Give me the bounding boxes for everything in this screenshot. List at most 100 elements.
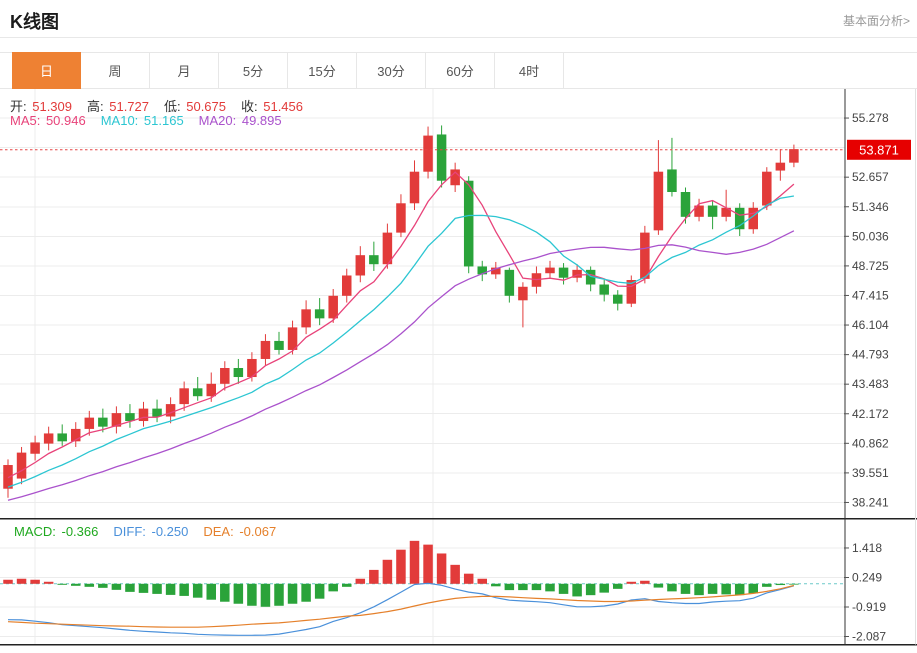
macd-bar-up xyxy=(16,578,27,584)
kline-chart[interactable]: 55.278 52.657 51.346 50.036 48.725 47.415 46.1… xyxy=(0,88,917,653)
candle-down xyxy=(585,269,596,285)
macd-bar-down xyxy=(152,583,162,594)
tab-60分[interactable]: 60分 xyxy=(426,52,495,89)
candle-down xyxy=(667,169,677,193)
macd-DIFF: DIFF: -0.250 xyxy=(113,524,189,539)
period-tabbar: 日周月 5分 15分 30分 60分 4时 xyxy=(0,52,917,89)
macd-bar-down xyxy=(57,583,67,585)
macd-bar-down xyxy=(545,583,555,592)
axis-tick-label: 50.036 xyxy=(852,229,889,243)
ohlc-低: 低: 50.675 xyxy=(164,99,226,114)
macd-bar-up xyxy=(477,578,487,584)
tab-30分[interactable]: 30分 xyxy=(357,52,426,89)
candle-down xyxy=(558,267,569,278)
macd-bar-down xyxy=(233,583,244,604)
ma-MA5: MA5: 50.946 xyxy=(10,113,86,128)
candle-up xyxy=(748,207,758,230)
macd-bar-down xyxy=(260,583,271,607)
candle-up xyxy=(111,413,122,427)
candle-down xyxy=(477,266,487,275)
candle-up xyxy=(84,417,95,429)
macd-bar-up xyxy=(626,581,637,584)
macd-bar-down xyxy=(558,583,569,594)
fundamental-analysis-link[interactable]: 基本面分析> xyxy=(842,14,910,28)
candle-down xyxy=(436,134,447,181)
tab-月[interactable]: 月 xyxy=(150,52,219,89)
macd-bar-down xyxy=(789,583,799,585)
candle-up xyxy=(396,203,406,233)
ma-MA20: MA20: 49.895 xyxy=(198,113,282,128)
macd-bar-down xyxy=(342,583,352,587)
axis-tick-label: -0.919 xyxy=(852,600,886,614)
macd-bar-down xyxy=(138,583,149,593)
axis-tick-label: 39.551 xyxy=(852,466,889,480)
tab-15分[interactable]: 15分 xyxy=(288,52,357,89)
macd-bar-down xyxy=(287,583,298,604)
macd-bar-down xyxy=(328,583,338,592)
tab-日[interactable]: 日 xyxy=(12,52,81,89)
dea-line xyxy=(7,584,795,628)
axis-tick-label: 43.483 xyxy=(852,377,889,391)
macd-bar-down xyxy=(125,583,135,592)
candle-up xyxy=(206,383,216,397)
macd-bar-down xyxy=(301,583,311,602)
candle-down xyxy=(57,433,67,442)
macd-bar-up xyxy=(382,559,393,584)
tab-5分[interactable]: 5分 xyxy=(219,52,288,89)
axis-tick-label: 47.415 xyxy=(852,288,889,302)
price-tag-value: 53.871 xyxy=(859,142,899,157)
macd-bar-down xyxy=(585,583,596,596)
tab-4时[interactable]: 4时 xyxy=(495,52,564,89)
macd-bar-down xyxy=(314,583,325,599)
macd-bar-down xyxy=(680,583,691,594)
macd-bar-up xyxy=(396,549,406,584)
candle-up xyxy=(762,171,772,206)
candle-up xyxy=(138,408,149,422)
macd-bar-down xyxy=(667,583,677,592)
candle-up xyxy=(287,327,298,350)
macd-bar-down xyxy=(247,583,257,606)
axis-tick-label: 40.862 xyxy=(852,436,889,450)
macd-bar-down xyxy=(179,583,189,596)
candle-up xyxy=(789,149,799,163)
ma-MA10: MA10: 51.165 xyxy=(100,113,184,128)
candle-up xyxy=(518,286,528,301)
macd-bar-down xyxy=(694,583,704,596)
axes xyxy=(0,89,917,646)
candle-down xyxy=(125,413,135,422)
candle-down xyxy=(192,388,203,397)
candle-up xyxy=(640,232,650,279)
axis-tick-label: 55.278 xyxy=(852,111,889,125)
macd-legend: MACD: -0.366 DIFF: -0.250 DEA: -0.067 xyxy=(14,524,291,539)
macd-DEA: DEA: -0.067 xyxy=(203,524,277,539)
candle-up xyxy=(220,368,230,384)
macd-bar-down xyxy=(599,583,609,593)
candle-up xyxy=(342,275,352,296)
candle-up xyxy=(572,269,582,278)
axis-tick-label: 46.104 xyxy=(852,318,889,332)
axis-labels: 55.278 52.657 51.346 50.036 48.725 47.415 46.1… xyxy=(844,111,889,644)
macd-bar-down xyxy=(111,583,122,590)
macd-bar-up xyxy=(436,553,447,584)
axis-tick-label: 52.657 xyxy=(852,170,889,184)
macd-bar-down xyxy=(220,583,230,602)
macd-bar-up xyxy=(463,573,474,584)
macd-bar-up xyxy=(43,581,54,584)
macd-bar-up xyxy=(369,569,379,584)
candle-down xyxy=(463,180,474,267)
candle-up xyxy=(30,442,40,454)
tab-周[interactable]: 周 xyxy=(81,52,150,89)
candle-up xyxy=(775,162,786,171)
candle-up xyxy=(694,205,704,217)
candle-up xyxy=(626,280,637,304)
candle-up xyxy=(3,465,13,489)
gridlines xyxy=(0,89,845,645)
macd-bar-up xyxy=(355,578,366,584)
axis-tick-label: 38.241 xyxy=(852,495,889,509)
macd-bar-down xyxy=(613,583,623,589)
candle-down xyxy=(274,340,284,350)
header-divider xyxy=(0,37,917,38)
macd-bar-down xyxy=(707,583,718,594)
axis-tick-label: 1.418 xyxy=(852,541,882,555)
candle-up xyxy=(355,255,366,276)
